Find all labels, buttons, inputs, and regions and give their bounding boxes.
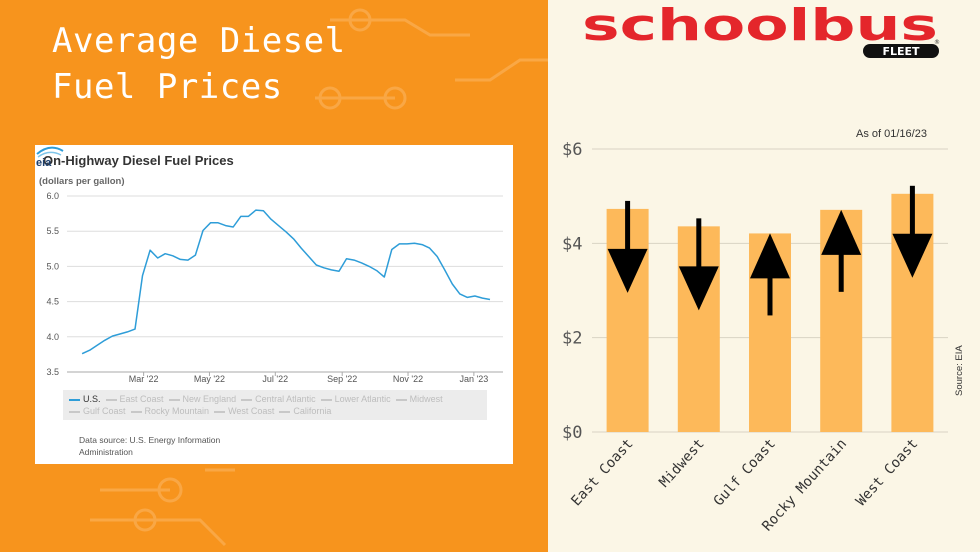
bar-category-label: West Coast [853, 436, 921, 509]
brand-registered: ® [934, 39, 940, 46]
eia-legend: U.S. East Coast New England Central Atlanti… [63, 390, 487, 420]
bar-chart-source: Source: EIA [954, 345, 965, 396]
eia-y-tick-label: 5.0 [46, 261, 59, 271]
eia-legend-item[interactable]: Gulf Coast [69, 405, 126, 417]
eia-y-tick-label: 4.0 [46, 332, 59, 342]
eia-legend-swatch [105, 398, 117, 401]
eia-line-chart: 3.5 4.0 4.5 5.0 5.5 6.0 Mar '22 May '22 Jul '22 S… [46, 191, 503, 384]
eia-x-tick-label: Sep '22 [327, 374, 357, 384]
eia-legend-swatch [168, 398, 180, 401]
arrow-shaft [838, 249, 844, 292]
left-panel: Average Diesel Fuel Prices 3.5 4.0 4.5 5.0 5… [0, 0, 548, 552]
eia-x-tick-label: Jan '23 [459, 374, 488, 384]
headline-line-1: Average Diesel [52, 21, 346, 61]
trend-arrow-down-icon [892, 185, 933, 278]
eia-legend-item[interactable]: Lower Atlantic [320, 393, 391, 405]
bar-chart-note: As of 01/16/23 [856, 128, 927, 140]
trend-arrow-down-icon [607, 200, 648, 293]
arrow-head [607, 248, 648, 293]
schoolbus-fleet-logo: schoolbus FLEET ® [582, 0, 940, 58]
arrow-shaft [696, 218, 702, 289]
headline-line-2: Fuel Prices [52, 67, 283, 107]
eia-x-tick-label: May '22 [194, 374, 225, 384]
eia-legend-swatch [214, 410, 226, 413]
eia-legend-label: Lower Atlantic [334, 394, 391, 404]
eia-legend-item[interactable]: Midwest [395, 393, 443, 405]
headline: Average Diesel Fuel Prices [52, 18, 346, 110]
eia-x-tick-label: Mar '22 [129, 374, 159, 384]
bar-y-tick-label: $6 [562, 140, 582, 160]
bar-category-label: East Coast [568, 436, 636, 509]
brand-sub: FLEET [882, 45, 920, 58]
brand-name: schoolbus [582, 0, 938, 51]
arrow-head [821, 209, 862, 255]
eia-legend-item[interactable]: U.S. [69, 393, 101, 405]
trend-arrow-up-icon [750, 233, 790, 316]
eia-legend-label: West Coast [228, 406, 275, 416]
eia-legend-label: California [293, 406, 332, 416]
arrow-shaft [767, 273, 773, 316]
eia-legend-item[interactable]: New England [168, 393, 237, 405]
arrow-head [678, 266, 719, 311]
eia-legend-item[interactable]: East Coast [105, 393, 164, 405]
eia-legend-label: New England [182, 394, 237, 404]
eia-legend-item[interactable]: California [279, 405, 331, 417]
bar-category-label: Midwest [656, 436, 707, 491]
eia-legend-swatch [320, 398, 332, 401]
eia-legend-label: Midwest [409, 394, 443, 404]
eia-legend-label: East Coast [119, 394, 164, 404]
bar-y-tick-label: $2 [562, 329, 582, 349]
eia-legend-swatch [69, 410, 80, 413]
eia-y-tick-label: 6.0 [46, 191, 59, 201]
eia-legend-item[interactable]: West Coast [214, 405, 274, 417]
eia-legend-swatch [130, 410, 142, 413]
eia-chart-card: 3.5 4.0 4.5 5.0 5.5 6.0 Mar '22 May '22 Jul '22 S… [35, 145, 513, 464]
svg-text:eia: eia [36, 157, 52, 167]
arrow-head [892, 233, 933, 278]
eia-legend-label: Central Atlantic [255, 394, 316, 404]
eia-legend-label: Gulf Coast [83, 406, 126, 416]
trend-arrow-up-icon [821, 209, 862, 292]
eia-y-tick-label: 4.5 [46, 297, 59, 307]
eia-legend-label: Rocky Mountain [144, 406, 210, 416]
eia-legend-swatch [241, 398, 253, 401]
bar-category-label: Gulf Coast [711, 436, 779, 509]
circuit-decoration [90, 8, 548, 547]
eia-x-tick-label: Jul '22 [262, 374, 288, 384]
eia-legend-swatch [69, 398, 80, 401]
eia-y-tick-label: 3.5 [46, 367, 59, 377]
eia-legend-item[interactable]: Central Atlantic [241, 393, 316, 405]
eia-y-tick-label: 5.5 [46, 226, 59, 236]
eia-legend-item[interactable]: Rocky Mountain [130, 405, 210, 417]
bar-y-tick-label: $0 [562, 423, 582, 443]
arrow-shaft [909, 185, 915, 256]
eia-series-us-line [81, 209, 491, 355]
eia-legend-swatch [279, 410, 291, 413]
eia-x-tick-label: Nov '22 [393, 374, 423, 384]
arrow-shaft [625, 200, 631, 271]
trend-arrow-down-icon [678, 218, 719, 311]
bar-y-tick-label: $4 [562, 234, 582, 254]
arrow-head [750, 233, 790, 279]
eia-chart-title: On-Highway Diesel Fuel Prices [43, 153, 234, 168]
eia-data-source: Data source: U.S. Energy Information Adm… [79, 435, 221, 457]
eia-legend-label: U.S. [83, 394, 101, 404]
eia-legend-swatch [395, 398, 407, 401]
eia-logo-icon: eia [36, 146, 64, 167]
eia-chart-subtitle: (dollars per gallon) [39, 176, 125, 187]
